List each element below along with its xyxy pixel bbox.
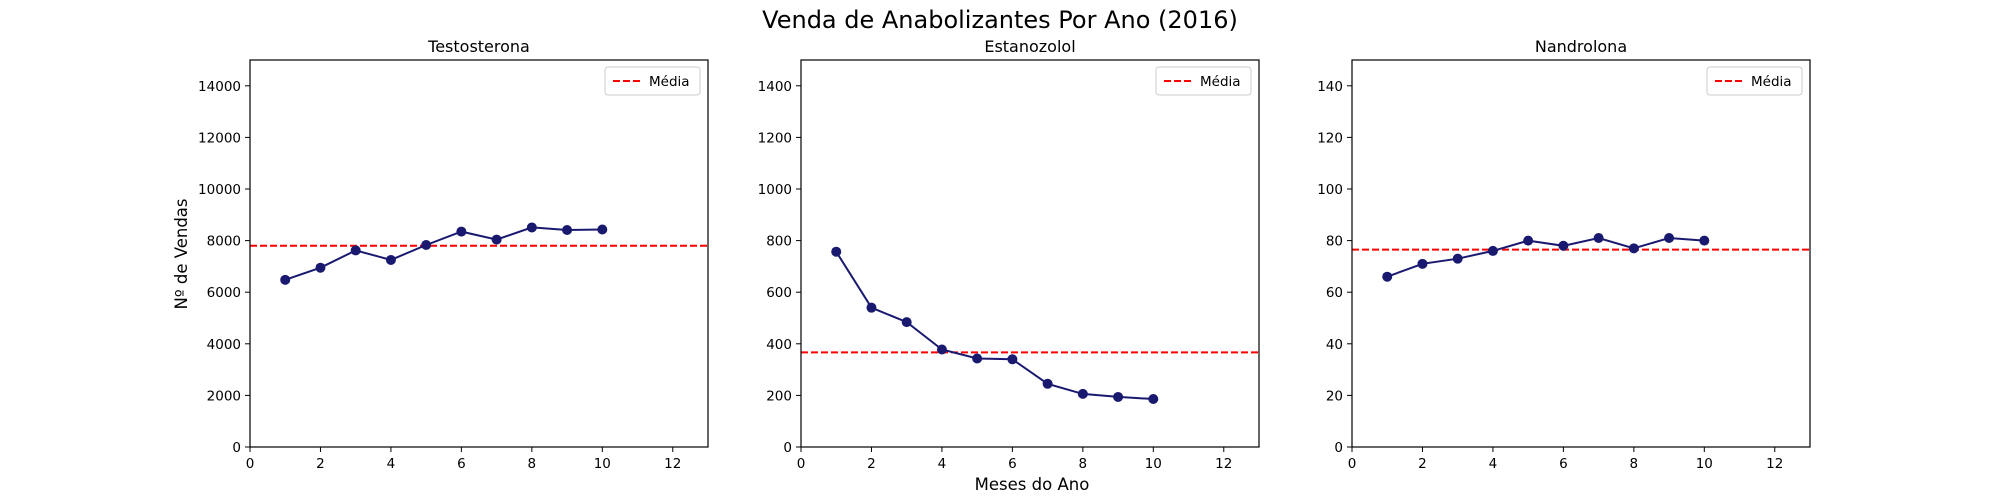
data-point bbox=[936, 344, 947, 355]
y-tick-label: 100 bbox=[1317, 182, 1343, 198]
x-tick-label: 12 bbox=[1766, 456, 1783, 472]
y-tick-label: 200 bbox=[766, 388, 792, 404]
series-line bbox=[1386, 236, 1705, 278]
chart-panel: Testosterona 0 2 4 6 8 10 12 0 2000 4000 6000 8000 10… bbox=[198, 37, 709, 472]
series-line bbox=[835, 251, 1154, 400]
x-tick-label: 2 bbox=[867, 456, 876, 472]
data-point bbox=[1382, 271, 1393, 282]
x-tick-label: 4 bbox=[1489, 456, 1498, 472]
y-tick-label: 0 bbox=[783, 440, 792, 456]
y-tick-label: 1000 bbox=[758, 182, 792, 198]
y-tick-label: 14000 bbox=[198, 79, 241, 95]
series-line bbox=[284, 226, 603, 281]
x-tick-label: 2 bbox=[316, 456, 325, 472]
x-tick-label: 0 bbox=[246, 456, 255, 472]
chart-panel: Estanozolol 0 2 4 6 8 10 12 0 200 400 600 800 1000 120… bbox=[758, 37, 1260, 472]
data-point bbox=[562, 225, 573, 236]
y-tick-label: 80 bbox=[1326, 234, 1343, 250]
data-point bbox=[597, 224, 608, 235]
panel-title: Estanozolol bbox=[984, 37, 1075, 56]
data-point bbox=[456, 226, 467, 237]
y-tick-label: 600 bbox=[766, 285, 792, 301]
legend-box bbox=[604, 66, 701, 96]
data-point bbox=[280, 274, 291, 285]
legend-box bbox=[1706, 66, 1803, 96]
x-tick-label: 12 bbox=[1215, 456, 1232, 472]
legend-label: Média bbox=[1200, 74, 1241, 90]
plot-frame bbox=[1351, 59, 1811, 448]
data-point bbox=[1664, 233, 1675, 244]
legend-label: Média bbox=[649, 74, 690, 90]
y-tick-label: 1400 bbox=[758, 79, 792, 95]
data-point bbox=[866, 302, 877, 313]
y-tick-label: 8000 bbox=[207, 234, 241, 250]
figure-title: Venda de Anabolizantes Por Ano (2016) bbox=[762, 6, 1238, 34]
legend-label: Média bbox=[1751, 74, 1792, 90]
data-point bbox=[491, 234, 502, 245]
y-tick-label: 800 bbox=[766, 234, 792, 250]
x-tick-label: 0 bbox=[1348, 456, 1357, 472]
data-point bbox=[1452, 253, 1463, 264]
x-axis-label: Meses do Ano bbox=[975, 475, 1090, 494]
data-point bbox=[1042, 378, 1053, 389]
data-point bbox=[901, 317, 912, 328]
y-tick-label: 10000 bbox=[198, 182, 241, 198]
x-tick-label: 4 bbox=[387, 456, 396, 472]
y-tick-label: 20 bbox=[1326, 388, 1343, 404]
data-point bbox=[1417, 258, 1428, 269]
y-tick-label: 4000 bbox=[207, 337, 241, 353]
panel-title: Nandrolona bbox=[1535, 37, 1627, 56]
data-point bbox=[831, 246, 842, 257]
data-point bbox=[1628, 243, 1639, 254]
data-point bbox=[1523, 235, 1534, 246]
y-tick-label: 140 bbox=[1317, 79, 1343, 95]
y-tick-label: 400 bbox=[766, 337, 792, 353]
legend-box bbox=[1155, 66, 1252, 96]
plot-frame bbox=[249, 59, 709, 448]
x-tick-label: 8 bbox=[1630, 456, 1639, 472]
data-point bbox=[1148, 394, 1159, 405]
data-point bbox=[385, 254, 396, 265]
x-tick-label: 10 bbox=[1145, 456, 1162, 472]
x-tick-label: 4 bbox=[938, 456, 947, 472]
x-tick-label: 0 bbox=[797, 456, 806, 472]
data-point bbox=[315, 262, 326, 273]
x-tick-label: 8 bbox=[1079, 456, 1088, 472]
x-tick-label: 10 bbox=[594, 456, 611, 472]
data-point bbox=[1593, 233, 1604, 244]
x-tick-label: 6 bbox=[1008, 456, 1017, 472]
y-tick-label: 2000 bbox=[207, 388, 241, 404]
x-tick-label: 2 bbox=[1418, 456, 1427, 472]
data-point bbox=[1113, 391, 1124, 402]
y-tick-label: 12000 bbox=[198, 130, 241, 146]
x-tick-label: 12 bbox=[664, 456, 681, 472]
data-point bbox=[1487, 245, 1498, 256]
y-tick-label: 1200 bbox=[758, 130, 792, 146]
x-tick-label: 10 bbox=[1696, 456, 1713, 472]
data-point bbox=[1699, 235, 1710, 246]
data-point bbox=[421, 239, 432, 250]
panel-title: Testosterona bbox=[427, 37, 530, 56]
y-tick-label: 0 bbox=[232, 440, 241, 456]
data-point bbox=[972, 353, 983, 364]
y-tick-label: 40 bbox=[1326, 337, 1343, 353]
data-point bbox=[526, 222, 537, 233]
x-tick-label: 6 bbox=[1559, 456, 1568, 472]
y-tick-label: 6000 bbox=[207, 285, 241, 301]
data-point bbox=[1077, 388, 1088, 399]
plot-frame bbox=[800, 59, 1260, 448]
x-tick-label: 8 bbox=[528, 456, 537, 472]
data-point bbox=[1558, 240, 1569, 251]
y-tick-label: 0 bbox=[1334, 440, 1343, 456]
data-point bbox=[1007, 354, 1018, 365]
y-tick-label: 60 bbox=[1326, 285, 1343, 301]
data-point bbox=[350, 245, 361, 256]
y-axis-label: Nº de Vendas bbox=[172, 198, 191, 309]
y-tick-label: 120 bbox=[1317, 130, 1343, 146]
x-tick-label: 6 bbox=[457, 456, 466, 472]
